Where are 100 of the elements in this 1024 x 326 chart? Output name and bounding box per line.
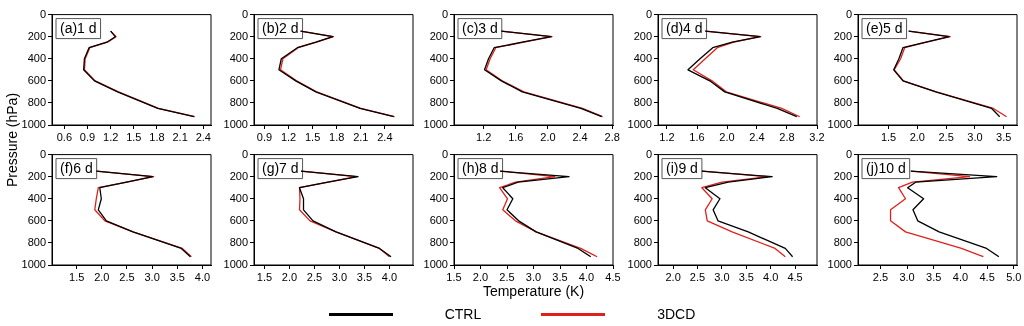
x-tick-label: 1.5 xyxy=(446,270,462,283)
y-tick-label: 800 xyxy=(429,235,448,248)
y-tick-label: 1000 xyxy=(223,118,248,131)
x-tick-label: 2.0 xyxy=(665,270,681,283)
y-tick-label: 200 xyxy=(27,169,46,182)
y-tick-label: 800 xyxy=(429,95,448,108)
x-tick-label: 3.0 xyxy=(144,270,160,283)
x-tick-label: 2.5 xyxy=(306,270,323,283)
x-tick-label: 5.0 xyxy=(1006,270,1022,283)
y-tick-label: 800 xyxy=(633,95,652,108)
x-tick-label: 1.5 xyxy=(304,130,321,143)
y-tick-label: 200 xyxy=(633,169,652,182)
y-tick-label: 800 xyxy=(27,235,46,248)
y-tick-label: 1000 xyxy=(827,258,852,271)
y-tick-label: 800 xyxy=(833,95,852,108)
y-tick-label: 0 xyxy=(645,147,652,160)
x-tick-label: 2.5 xyxy=(938,130,954,143)
y-tick-label: 1000 xyxy=(423,258,448,271)
x-tick-label: 1.2 xyxy=(659,130,675,143)
y-tick-label: 800 xyxy=(229,95,248,108)
x-tick-label: 2.0 xyxy=(281,270,298,283)
x-tick-label: 3.0 xyxy=(331,270,348,283)
x-tick-label: 4.0 xyxy=(952,270,969,283)
y-tick-label: 200 xyxy=(833,169,852,182)
y-tick-label: 1000 xyxy=(423,118,448,131)
x-tick-label: 3.0 xyxy=(714,270,730,283)
y-tick-label: 0 xyxy=(441,147,448,160)
y-tick-label: 1000 xyxy=(21,258,46,271)
x-tick-label: 3.5 xyxy=(926,270,942,283)
x-tick-label: 3.5 xyxy=(169,270,185,283)
x-tick-label: 4.0 xyxy=(194,270,211,283)
x-tick-label: 2.1 xyxy=(353,130,369,143)
y-tick-label: 800 xyxy=(633,235,652,248)
x-tick-label: 2.8 xyxy=(779,130,795,143)
x-tick-label: 0.9 xyxy=(256,130,273,143)
y-tick-label: 800 xyxy=(833,235,852,248)
x-tick-label: 2.4 xyxy=(749,130,765,143)
x-tick-label: 4.0 xyxy=(578,270,595,283)
x-tick-label: 2.5 xyxy=(689,270,706,283)
y-tick-label: 1000 xyxy=(627,118,652,131)
x-tick-label: 3.5 xyxy=(356,270,373,283)
y-tick-label: 400 xyxy=(27,51,46,64)
x-tick-label: 3.5 xyxy=(738,270,754,283)
y-axis-title: Pressure (hPa) xyxy=(4,92,20,188)
y-tick-label: 600 xyxy=(429,213,448,226)
x-tick-label: 4.5 xyxy=(979,270,995,283)
y-tick-label: 600 xyxy=(633,73,652,86)
x-tick-label: 2.0 xyxy=(540,130,556,143)
x-tick-label: 3.5 xyxy=(552,270,568,283)
x-tick-label: 4.5 xyxy=(787,270,803,283)
y-tick-label: 600 xyxy=(633,213,652,226)
x-tick-label: 3.0 xyxy=(525,270,542,283)
y-tick-label: 0 xyxy=(241,147,248,160)
y-tick-label: 600 xyxy=(27,73,46,86)
text: (h)8 d xyxy=(462,160,499,177)
y-tick-label: 400 xyxy=(833,191,852,204)
y-tick-label: 600 xyxy=(229,73,248,86)
x-tick-label: 2.0 xyxy=(719,130,735,143)
y-tick-label: 600 xyxy=(833,213,852,226)
y-tick-label: 800 xyxy=(229,235,248,248)
x-tick-label: 3.5 xyxy=(996,130,1012,143)
y-tick-label: 200 xyxy=(27,29,46,42)
text: (i)9 d xyxy=(666,160,698,177)
x-tick-label: 1.5 xyxy=(126,130,142,143)
text: (d)4 d xyxy=(666,20,703,37)
x-tick-label: 0.9 xyxy=(79,130,96,143)
y-tick-label: 200 xyxy=(429,29,448,42)
x-tick-label: 3.0 xyxy=(899,270,915,283)
x-tick-label: 1.6 xyxy=(689,130,705,143)
y-tick-label: 0 xyxy=(39,147,46,160)
text: (f)6 d xyxy=(60,160,93,177)
x-tick-label: 1.6 xyxy=(508,130,524,143)
x-tick-label: 1.2 xyxy=(103,130,119,143)
x-tick-label: 2.4 xyxy=(377,130,393,143)
y-tick-label: 400 xyxy=(633,51,652,64)
x-tick-label: 1.5 xyxy=(256,270,273,283)
y-tick-label: 1000 xyxy=(21,118,46,131)
text: (e)5 d xyxy=(866,20,903,37)
x-tick-label: 2.0 xyxy=(909,130,925,143)
x-tick-label: 2.5 xyxy=(872,270,889,283)
y-tick-label: 200 xyxy=(229,169,248,182)
y-tick-label: 200 xyxy=(429,169,448,182)
x-tick-label: 1.2 xyxy=(476,130,492,143)
x-tick-label: 1.5 xyxy=(880,130,897,143)
x-tick-label: 1.8 xyxy=(329,130,345,143)
x-axis-title: Temperature (K) xyxy=(482,283,585,299)
y-tick-label: 0 xyxy=(241,7,248,20)
y-tick-label: 200 xyxy=(633,29,652,42)
x-tick-label: 2.5 xyxy=(119,270,135,283)
y-tick-label: 400 xyxy=(833,51,852,64)
x-tick-label: 2.0 xyxy=(94,270,110,283)
y-tick-label: 0 xyxy=(845,147,852,160)
x-tick-label: 4.0 xyxy=(381,270,398,283)
text: (j)10 d xyxy=(866,160,906,177)
y-tick-label: 400 xyxy=(429,51,448,64)
y-tick-label: 0 xyxy=(845,7,852,20)
y-tick-label: 400 xyxy=(633,191,652,204)
y-tick-label: 400 xyxy=(229,191,248,204)
text: CTRL xyxy=(444,306,482,322)
y-tick-label: 0 xyxy=(441,7,448,20)
